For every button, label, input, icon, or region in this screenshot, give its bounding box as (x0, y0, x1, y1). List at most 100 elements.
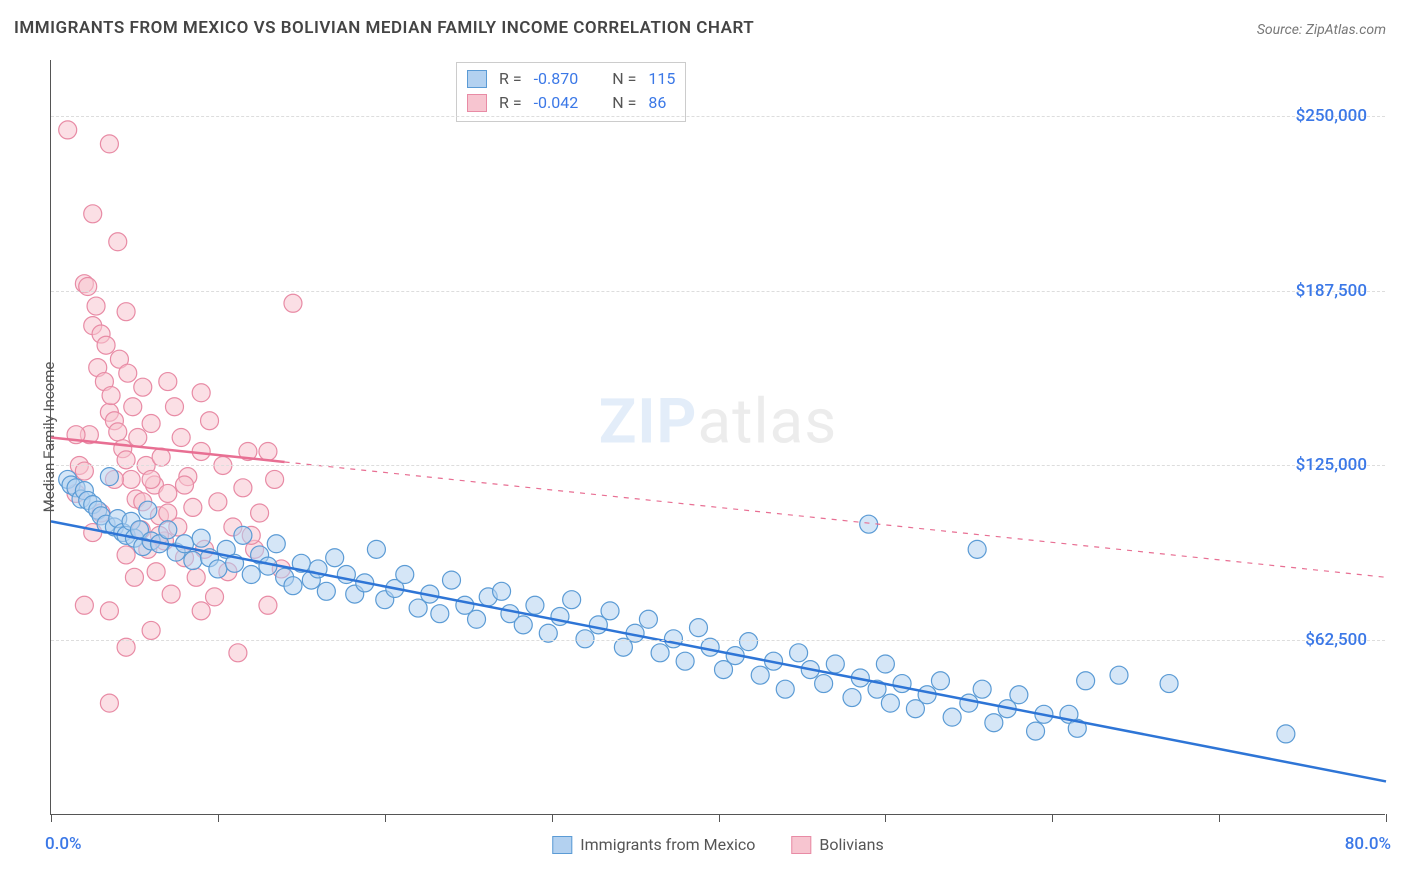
data-point (192, 529, 210, 547)
data-point (142, 621, 160, 639)
data-point (689, 619, 707, 637)
data-point (187, 568, 205, 586)
swatch-b-icon (467, 94, 487, 112)
data-point (317, 582, 335, 600)
swatch-a-icon (467, 70, 487, 88)
data-point (192, 384, 210, 402)
y-tick-label: $250,000 (1296, 106, 1367, 126)
data-point (751, 666, 769, 684)
data-point (676, 652, 694, 670)
plot-area: Median Family Income ZIPatlas R = -0.870… (50, 60, 1385, 815)
data-point (396, 566, 414, 584)
gridline (51, 640, 1385, 641)
data-point (206, 588, 224, 606)
data-point (122, 470, 140, 488)
data-point (1277, 725, 1295, 743)
data-point (100, 135, 118, 153)
data-point (209, 493, 227, 511)
data-point (100, 468, 118, 486)
data-point (176, 535, 194, 553)
data-point (100, 602, 118, 620)
n-label-a: N = (612, 67, 636, 91)
data-point (943, 708, 961, 726)
data-point (860, 515, 878, 533)
x-tick (719, 814, 720, 822)
data-point (1027, 722, 1045, 740)
data-point (129, 429, 147, 447)
data-point (159, 521, 177, 539)
data-point (192, 602, 210, 620)
trend-line-dashed (285, 462, 1386, 577)
data-point (162, 585, 180, 603)
data-point (790, 644, 808, 662)
r-label-b: R = (499, 91, 522, 115)
data-point (184, 498, 202, 516)
y-tick-label: $125,000 (1296, 455, 1367, 475)
data-point (79, 278, 97, 296)
data-point (102, 387, 120, 405)
data-point (367, 540, 385, 558)
legend-item-a: Immigrants from Mexico (552, 835, 755, 854)
data-point (234, 526, 252, 544)
data-point (147, 563, 165, 581)
data-point (266, 470, 284, 488)
r-value-b: -0.042 (534, 91, 579, 115)
data-point (165, 398, 183, 416)
data-point (526, 596, 544, 614)
data-point (142, 415, 160, 433)
data-point (84, 205, 102, 223)
data-point (468, 610, 486, 628)
x-tick (1386, 814, 1387, 822)
r-label-a: R = (499, 67, 522, 91)
data-point (172, 429, 190, 447)
legend-swatch-a-icon (552, 836, 572, 854)
data-point (776, 680, 794, 698)
stats-legend: R = -0.870 N = 115 R = -0.042 N = 86 (456, 62, 686, 122)
legend-label-a: Immigrants from Mexico (580, 835, 755, 854)
r-value-a: -0.870 (534, 67, 579, 91)
data-point (881, 694, 899, 712)
x-tick (552, 814, 553, 822)
data-point (815, 675, 833, 693)
data-point (242, 566, 260, 584)
data-point (431, 605, 449, 623)
x-tick (218, 814, 219, 822)
data-point (139, 501, 157, 519)
data-point (124, 398, 142, 416)
n-label-b: N = (612, 91, 636, 115)
data-point (267, 535, 285, 553)
y-tick-label: $62,500 (1305, 630, 1367, 650)
data-point (142, 470, 160, 488)
data-point (960, 694, 978, 712)
data-point (134, 378, 152, 396)
data-point (119, 364, 137, 382)
x-tick (1052, 814, 1053, 822)
data-point (59, 121, 77, 139)
legend-label-b: Bolivians (819, 835, 883, 854)
x-min-label: 0.0% (45, 834, 82, 854)
data-point (259, 442, 277, 460)
data-point (639, 610, 657, 628)
scatter-svg (51, 60, 1385, 814)
data-point (326, 549, 344, 567)
data-point (259, 596, 277, 614)
data-point (184, 552, 202, 570)
data-point (234, 479, 252, 497)
data-point (985, 714, 1003, 732)
data-point (87, 297, 105, 315)
data-point (876, 655, 894, 673)
data-point (159, 373, 177, 391)
data-point (1077, 672, 1095, 690)
stats-row-b: R = -0.042 N = 86 (467, 91, 675, 115)
trend-line (51, 521, 1386, 781)
data-point (97, 336, 115, 354)
gridline (51, 116, 1385, 117)
data-point (826, 655, 844, 673)
data-point (968, 540, 986, 558)
data-point (176, 476, 194, 494)
data-point (117, 546, 135, 564)
x-max-label: 80.0% (1345, 834, 1391, 854)
data-point (651, 644, 669, 662)
data-point (100, 694, 118, 712)
data-point (563, 591, 581, 609)
